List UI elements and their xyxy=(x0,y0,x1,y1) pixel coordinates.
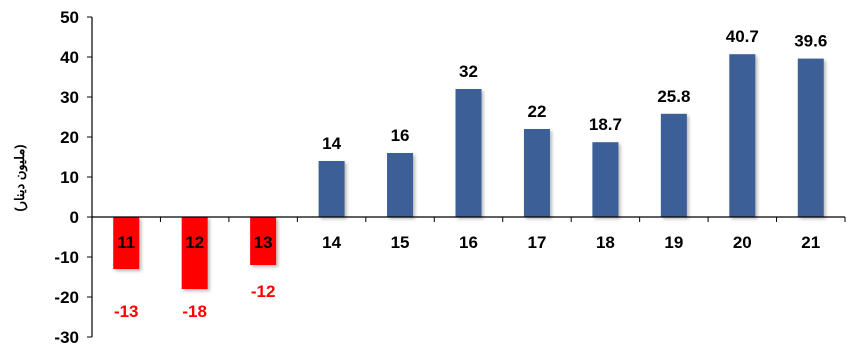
category-label: 12 xyxy=(185,233,204,252)
bar-11 xyxy=(113,217,140,269)
category-label: 15 xyxy=(391,233,410,252)
bars-group xyxy=(113,54,824,289)
category-label: 14 xyxy=(322,233,341,252)
bar-18 xyxy=(592,142,619,217)
category-label: 11 xyxy=(117,233,135,252)
value-label: -13 xyxy=(114,302,139,321)
category-label: 13 xyxy=(254,233,273,252)
y-tick-label: 10 xyxy=(60,168,79,187)
y-tick-label: 20 xyxy=(60,128,79,147)
bar-16 xyxy=(455,89,482,217)
y-tick-label: 50 xyxy=(60,8,79,27)
bar-17 xyxy=(523,129,550,217)
category-labels-group: 11 12 13 14 15 16 17 18 19 20 21 xyxy=(117,233,820,252)
value-label: 18.7 xyxy=(589,115,622,134)
value-label: 39.6 xyxy=(794,32,827,51)
y-axis-label: (مليون دينار) xyxy=(12,144,28,211)
bar-19 xyxy=(660,113,687,217)
value-labels-group: -13 -18 -12 14 16 32 22 18.7 25.8 40.7 39.6 xyxy=(114,27,827,321)
y-tick-label: 30 xyxy=(60,88,79,107)
value-label: 16 xyxy=(391,126,410,145)
y-axis-title: (مليون دينار) xyxy=(12,144,28,211)
bar-20 xyxy=(729,54,756,218)
y-tick-label: -20 xyxy=(54,288,79,307)
category-label: 18 xyxy=(596,233,615,252)
category-label: 16 xyxy=(459,233,478,252)
bar-21 xyxy=(797,58,824,217)
bar-15 xyxy=(387,153,414,217)
category-label: 19 xyxy=(664,233,683,252)
value-label: 40.7 xyxy=(726,27,759,46)
bar-12 xyxy=(181,217,208,289)
value-label: 25.8 xyxy=(657,87,690,106)
value-label: 14 xyxy=(322,134,341,153)
bar-13 xyxy=(250,217,277,265)
y-tick-label: 0 xyxy=(70,208,79,227)
category-label: 17 xyxy=(527,233,546,252)
value-label: -18 xyxy=(182,302,207,321)
category-label: 21 xyxy=(801,233,820,252)
value-label: -12 xyxy=(251,282,276,301)
y-tick-label: -10 xyxy=(54,248,79,267)
y-tick-label: 40 xyxy=(60,48,79,67)
y-ticks-group: 50 40 30 20 10 0 -10 -20 -30 xyxy=(54,8,92,347)
bar-14 xyxy=(318,161,345,217)
value-label: 22 xyxy=(527,102,546,121)
y-tick-label: -30 xyxy=(54,328,79,347)
value-label: 32 xyxy=(459,62,478,81)
category-label: 20 xyxy=(733,233,752,252)
